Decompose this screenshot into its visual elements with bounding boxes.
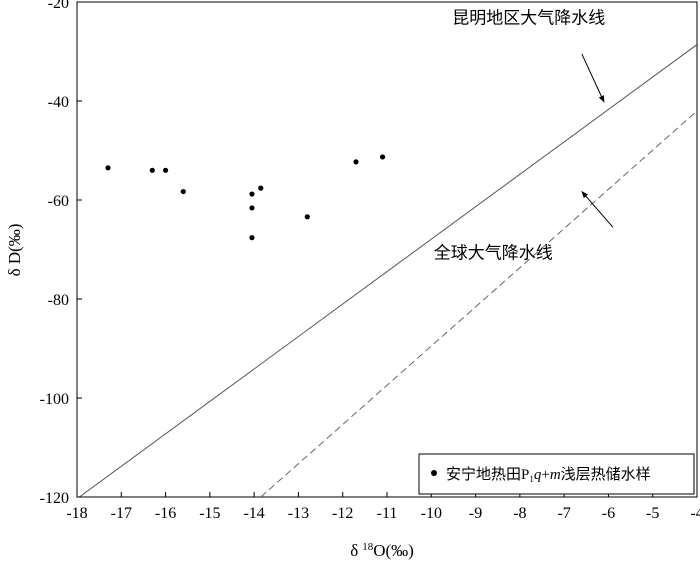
legend-box [418,453,695,495]
data-point [353,159,359,165]
meteoric-water-lines [78,44,697,497]
y-tick-label: -20 [48,0,69,12]
y-tick-label: -100 [40,391,69,408]
y-tick-label: -80 [48,292,69,309]
x-tick-label: -9 [469,505,482,522]
global-line-label: 全球大气降水线 [434,243,553,262]
x-tick-label: -14 [243,505,264,522]
x-tick-label: -7 [557,505,570,522]
data-point [149,167,155,173]
kunming-line-label: 昆明地区大气降水线 [452,8,605,27]
y-axis: -20 -40 -60 -80 -100 -120 [40,0,82,507]
x-tick-label: -11 [377,505,398,522]
annotation-arrow [581,53,605,103]
y-axis-label: δ D(‰) [5,224,24,277]
annotation-arrow [581,191,614,228]
x-tick-label: -15 [199,505,220,522]
data-point [249,205,255,211]
data-point [379,154,386,160]
x-tick-label: -17 [111,505,132,522]
global-meteoric-water-line [260,110,697,497]
x-tick-label: -4 [690,505,700,522]
data-point [304,214,310,220]
legend-label: 安宁地热田P1q+m浅层热储水样 [446,466,651,484]
data-point [105,165,111,171]
legend: 安宁地热田P1q+m浅层热储水样 [418,453,695,495]
kunming-meteoric-water-line [78,44,697,497]
legend-marker [431,470,437,476]
x-tick-label: -6 [602,505,615,522]
data-point [180,188,186,195]
x-tick-label: -8 [513,505,526,522]
data-point [249,235,255,241]
x-tick-label: -13 [288,505,309,522]
y-tick-label: -40 [48,94,69,111]
data-point [162,167,169,173]
x-tick-label: -10 [421,505,442,522]
y-tick-label: -60 [48,193,69,210]
x-tick-label: -16 [155,505,176,522]
x-tick-label: -18 [66,505,87,522]
data-point [249,191,255,197]
x-axis-label: δ 18O(‰) [350,541,414,560]
y-tick-label: -120 [40,490,69,507]
data-points [105,154,386,241]
x-tick-label: -12 [332,505,353,522]
x-axis: -18 -17 -16 -15 -14 -13 -12 -11 -10 -9 -8 -7 -6 -5 -4 [66,492,700,522]
x-tick-label: -5 [646,505,659,522]
plot-area-frame [76,1,698,498]
data-point [258,185,264,191]
